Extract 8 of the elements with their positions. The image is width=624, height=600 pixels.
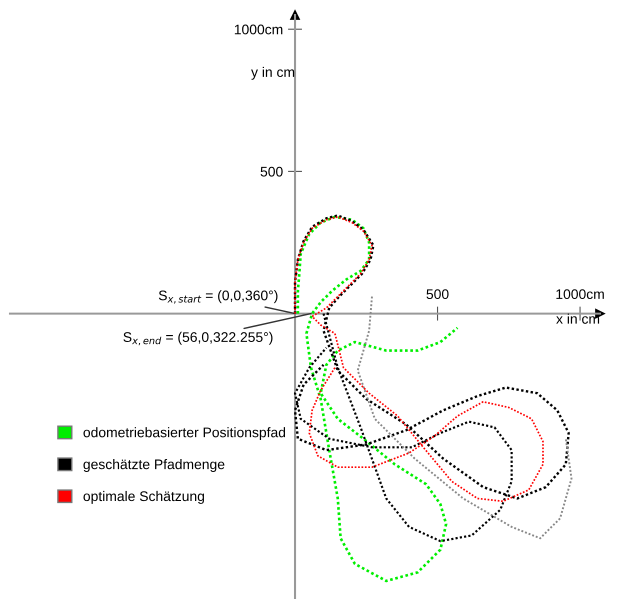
legend-label: odometriebasierter Positionspfad: [83, 427, 286, 440]
legend-label: optimale Schätzung: [83, 490, 204, 504]
x-axis-title: x in cm: [556, 314, 600, 324]
y-axis-title: y in cm: [251, 66, 294, 80]
annotation: S$_{x,start}$ = (0,0,360°): [158, 290, 278, 304]
annotation: S$_{x,end}$ = (56,0,322.255°): [123, 332, 272, 346]
legend-label: geschätzte Pfadmenge: [83, 459, 224, 472]
line-series: [296, 216, 459, 582]
